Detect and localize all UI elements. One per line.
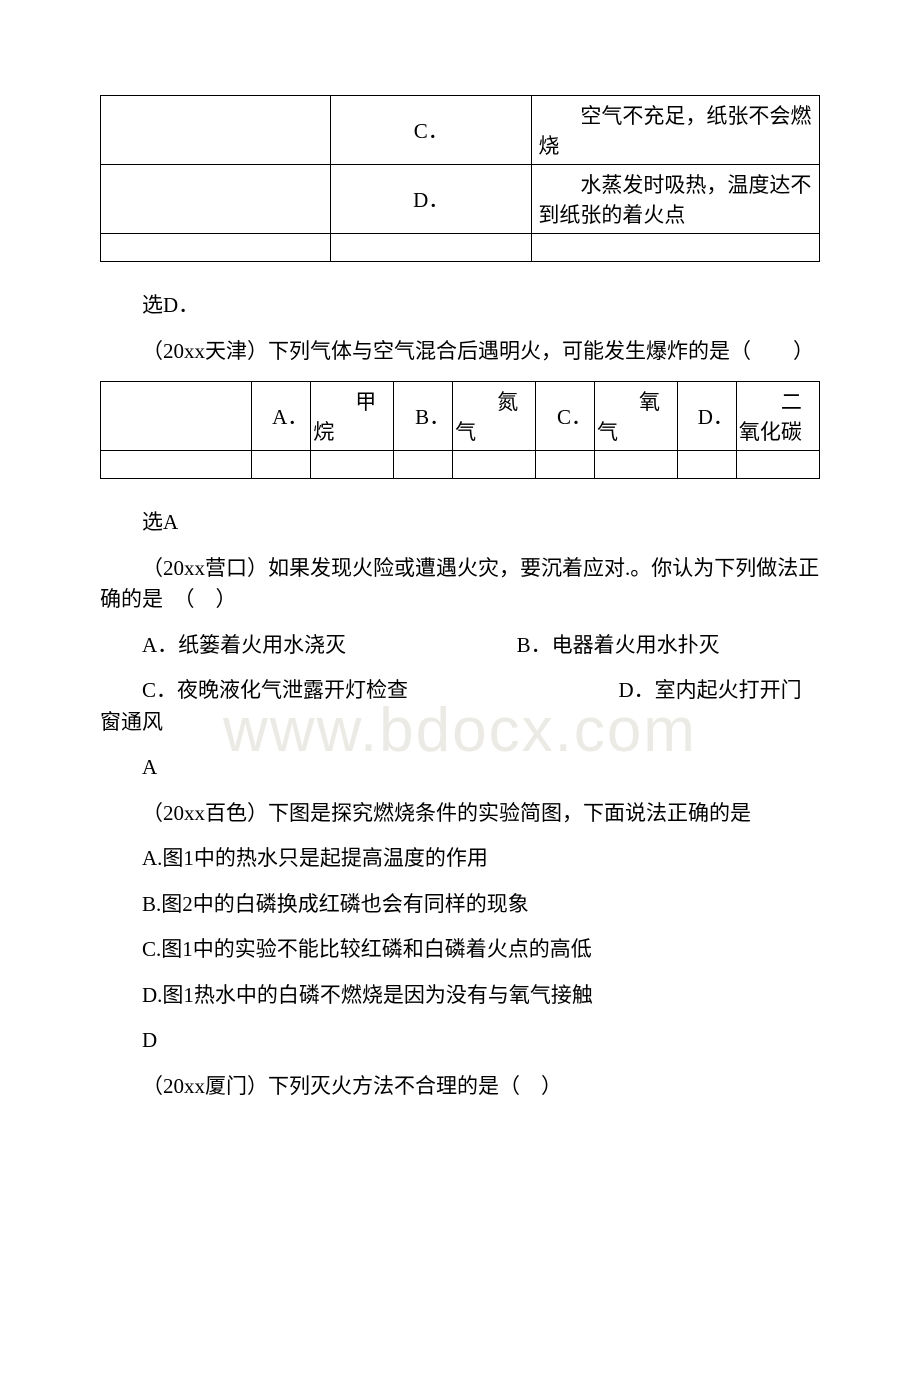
table-cell-option: 氮气: [453, 382, 536, 451]
table-row: [101, 451, 820, 479]
table-cell-empty: [311, 451, 394, 479]
question-stem: （20xx百色）下图是探究燃烧条件的实验简图，下面说法正确的是: [100, 798, 820, 830]
table-cell-letter: D．: [678, 382, 737, 451]
option-b: B．电器着火用水扑灭: [517, 633, 720, 657]
table-cell-option: 氧气: [595, 382, 678, 451]
table-row: [101, 234, 820, 262]
option-c: C．夜晚液化气泄露开灯检查: [142, 678, 408, 702]
answer-text: 选D．: [100, 290, 820, 322]
option-d: D.图1热水中的白磷不燃烧是因为没有与氧气接触: [100, 980, 820, 1012]
question-stem: （20xx天津）下列气体与空气混合后遇明火，可能发生爆炸的是（ ）: [100, 336, 820, 368]
table-cell-empty: [394, 451, 453, 479]
table-cell-empty: [101, 382, 252, 451]
options-table-2: A． 甲烷 B． 氮气 C． 氧气 D． 二氧化碳: [100, 381, 820, 479]
table-cell-empty: [536, 451, 595, 479]
table-cell-empty: [532, 234, 820, 262]
table-cell-empty: [453, 451, 536, 479]
table-cell-empty: [331, 234, 532, 262]
option-c: C.图1中的实验不能比较红磷和白磷着火点的高低: [100, 934, 820, 966]
table-cell-text: 水蒸发时吸热，温度达不到纸张的着火点: [532, 165, 820, 234]
table-cell-label: D．: [331, 165, 532, 234]
answer-text: A: [100, 752, 820, 784]
table-cell-empty: [736, 451, 819, 479]
table-cell-letter: B．: [394, 382, 453, 451]
question-stem: （20xx营口）如果发现火险或遭遇火灾，要沉着应对.。你认为下列做法正确的是 （…: [100, 553, 820, 616]
table-row: C． 空气不充足，纸张不会燃烧: [101, 96, 820, 165]
table-cell-option: 二氧化碳: [736, 382, 819, 451]
answer-text: 选A: [100, 507, 820, 539]
table-cell-option: 甲烷: [311, 382, 394, 451]
table-row: D． 水蒸发时吸热，温度达不到纸张的着火点: [101, 165, 820, 234]
options-table-1: C． 空气不充足，纸张不会燃烧 D． 水蒸发时吸热，温度达不到纸张的着火点: [100, 95, 820, 262]
option-pair-line: A．纸篓着火用水浇灭 B．电器着火用水扑灭: [100, 630, 820, 662]
option-a: A.图1中的热水只是起提高温度的作用: [100, 843, 820, 875]
table-cell-letter: A．: [252, 382, 311, 451]
option-b: B.图2中的白磷换成红磷也会有同样的现象: [100, 889, 820, 921]
option-a: A．纸篓着火用水浇灭: [142, 633, 346, 657]
table-cell-text: 空气不充足，纸张不会燃烧: [532, 96, 820, 165]
table-cell-empty: [101, 165, 331, 234]
table-cell-empty: [595, 451, 678, 479]
answer-text: D: [100, 1025, 820, 1057]
question-stem: （20xx厦门）下列灭火方法不合理的是（ ）: [100, 1071, 820, 1103]
table-cell-empty: [252, 451, 311, 479]
table-cell-empty: [678, 451, 737, 479]
table-cell-empty: [101, 96, 331, 165]
table-cell-label: C．: [331, 96, 532, 165]
table-cell-letter: C．: [536, 382, 595, 451]
table-cell-empty: [101, 234, 331, 262]
table-row: A． 甲烷 B． 氮气 C． 氧气 D． 二氧化碳: [101, 382, 820, 451]
option-pair-line: C．夜晚液化气泄露开灯检查 D．室内起火打开门窗通风: [100, 675, 820, 738]
table-cell-empty: [101, 451, 252, 479]
